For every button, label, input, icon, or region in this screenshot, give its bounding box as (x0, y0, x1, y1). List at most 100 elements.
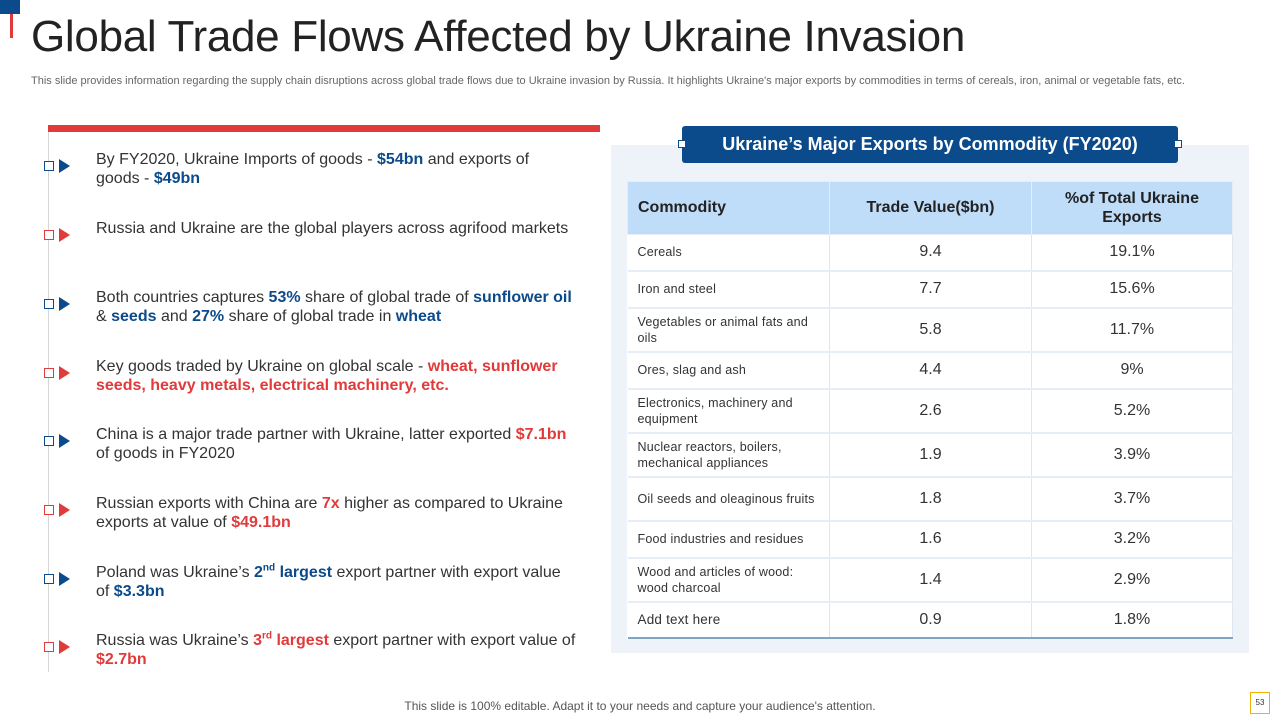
table-row: Oil seeds and oleaginous fruits 1.8 3.7% (627, 476, 1233, 522)
bullet-text-segment: 53% (268, 289, 301, 306)
bullet-text-segment: By FY2020, Ukraine Imports of goods - (96, 151, 378, 168)
cell-commodity: Iron and steel (627, 270, 830, 309)
page-subtitle: This slide provides information regardin… (31, 75, 1185, 87)
table-row: Nuclear reactors, boilers, mechanical ap… (627, 432, 1233, 478)
bullet-text-segment: $54bn (377, 151, 424, 168)
bullet-text: Both countries captures 53% share of glo… (96, 288, 576, 326)
bullet-text-segment: rd (262, 630, 272, 642)
header-left-handle (678, 140, 686, 148)
bullet-text-segment: seeds (111, 308, 157, 325)
bullet-text-segment: of goods in FY2020 (96, 445, 235, 462)
cell-commodity: Ores, slag and ash (627, 351, 830, 390)
bullet-text: By FY2020, Ukraine Imports of goods - $5… (96, 150, 576, 188)
bullet-text-segment: China is a major trade partner with Ukra… (96, 426, 516, 443)
column-header-percent: %of Total Ukraine Exports (1031, 181, 1233, 235)
bullet-item: Key goods traded by Ukraine on global sc… (44, 357, 584, 401)
table-row: Cereals 9.4 19.1% (627, 234, 1233, 272)
triangle-arrow-icon (59, 228, 70, 242)
bullet-text-segment: 3 (253, 632, 262, 649)
cell-commodity: Vegetables or animal fats and oils (627, 307, 830, 353)
bullet-text-segment: $3.3bn (113, 583, 165, 600)
table-row: Wood and articles of wood: wood charcoal… (627, 557, 1233, 603)
bullet-text-segment: 27% (192, 308, 225, 325)
bullet-text-segment: export partner with export value of (96, 564, 561, 600)
cell-percent: 11.7% (1031, 307, 1233, 353)
bullet-text-segment: largest (275, 564, 333, 581)
bullet-text-segment: and (156, 308, 193, 325)
bullet-item: By FY2020, Ukraine Imports of goods - $5… (44, 150, 584, 194)
exports-table: Commodity Trade Value($bn) %of Total Ukr… (627, 181, 1233, 639)
table-row: Electronics, machinery and equipment 2.6 5… (627, 388, 1233, 434)
page-title: Global Trade Flows Affected by Ukraine I… (31, 12, 966, 61)
cell-trade-value: 5.8 (829, 307, 1032, 353)
square-marker-icon (44, 368, 54, 378)
bullet-text-segment: higher as compared to Ukraine exports at… (96, 495, 563, 531)
triangle-arrow-icon (59, 640, 70, 654)
triangle-arrow-icon (59, 366, 70, 380)
bullet-item: Russian exports with China are 7x higher… (44, 494, 584, 538)
header-right-handle (1174, 140, 1182, 148)
cell-trade-value: 4.4 (829, 351, 1032, 390)
cell-percent: 15.6% (1031, 270, 1233, 309)
cell-commodity: Electronics, machinery and equipment (627, 388, 830, 434)
square-marker-icon (44, 230, 54, 240)
triangle-arrow-icon (59, 297, 70, 311)
bullet-text-segment: largest (272, 632, 329, 649)
cell-trade-value: 7.7 (829, 270, 1032, 309)
cell-commodity: Oil seeds and oleaginous fruits (627, 476, 830, 522)
bullet-text-segment: $49bn (153, 170, 201, 187)
exports-panel-header: Ukraine’s Major Exports by Commodity (FY… (678, 126, 1182, 163)
cell-percent: 1.8% (1031, 601, 1233, 639)
bullet-text: Russia was Ukraine’s 3rd largest export … (96, 631, 576, 669)
bullet-text-segment: 2 (254, 564, 263, 581)
square-marker-icon (44, 161, 54, 171)
triangle-arrow-icon (59, 503, 70, 517)
cell-commodity: Add text here (627, 601, 830, 639)
square-marker-icon (44, 299, 54, 309)
bullet-item: Russia and Ukraine are the global player… (44, 219, 584, 263)
bullet-item: Russia was Ukraine’s 3rd largest export … (44, 631, 584, 675)
table-header-row: Commodity Trade Value($bn) %of Total Ukr… (627, 181, 1233, 235)
table-row: Food industries and residues 1.6 3.2% (627, 520, 1233, 559)
table-row: Ores, slag and ash 4.4 9% (627, 351, 1233, 390)
section-divider (48, 125, 600, 132)
bullet-text-segment: sunflower oil (473, 289, 572, 306)
bullet-text-segment: Both countries captures (96, 289, 269, 306)
bullet-text: Russian exports with China are 7x higher… (96, 494, 576, 532)
triangle-arrow-icon (59, 159, 70, 173)
footer-note: This slide is 100% editable. Adapt it to… (404, 699, 876, 713)
table-row: Iron and steel 7.7 15.6% (627, 270, 1233, 309)
bullet-text-segment: wheat, sunflower seeds, heavy metals, el… (96, 358, 558, 394)
column-header-trade-value: Trade Value($bn) (829, 181, 1032, 235)
triangle-arrow-icon (59, 434, 70, 448)
bullet-text: China is a major trade partner with Ukra… (96, 425, 576, 463)
cell-trade-value: 0.9 (829, 601, 1032, 639)
timeline-line (48, 132, 49, 672)
bullet-text: Poland was Ukraine’s 2nd largest export … (96, 563, 576, 601)
bullet-text-segment: Poland was Ukraine’s (96, 564, 255, 581)
cell-percent: 3.7% (1031, 476, 1233, 522)
table-row: Vegetables or animal fats and oils 5.8 11.… (627, 307, 1233, 353)
bullet-item: Poland was Ukraine’s 2nd largest export … (44, 563, 584, 607)
cell-trade-value: 1.9 (829, 432, 1032, 478)
bullet-item: Both countries captures 53% share of glo… (44, 288, 584, 332)
cell-percent: 9% (1031, 351, 1233, 390)
page-number: 53 (1250, 692, 1270, 714)
bullet-text-segment: $7.1bn (515, 426, 567, 443)
square-marker-icon (44, 436, 54, 446)
cell-commodity: Nuclear reactors, boilers, mechanical ap… (627, 432, 830, 478)
bullet-text-segment: Russia was Ukraine’s (96, 632, 254, 649)
cell-commodity: Wood and articles of wood: wood charcoal (627, 557, 830, 603)
cell-commodity: Food industries and residues (627, 520, 830, 559)
bullet-item: China is a major trade partner with Ukra… (44, 425, 584, 469)
corner-accent (0, 0, 20, 14)
cell-trade-value: 1.8 (829, 476, 1032, 522)
bullet-text-segment: Russian exports with China are (96, 495, 322, 512)
bullet-text-segment: and exports of goods - (96, 151, 530, 187)
bullet-text-segment: Key goods traded by Ukraine on global sc… (96, 358, 428, 375)
column-header-percent-text: %of Total Ukraine Exports (1065, 190, 1199, 226)
cell-commodity: Cereals (627, 234, 830, 272)
cell-trade-value: 9.4 (829, 234, 1032, 272)
bullet-text-segment: $2.7bn (96, 651, 147, 668)
cell-trade-value: 2.6 (829, 388, 1032, 434)
